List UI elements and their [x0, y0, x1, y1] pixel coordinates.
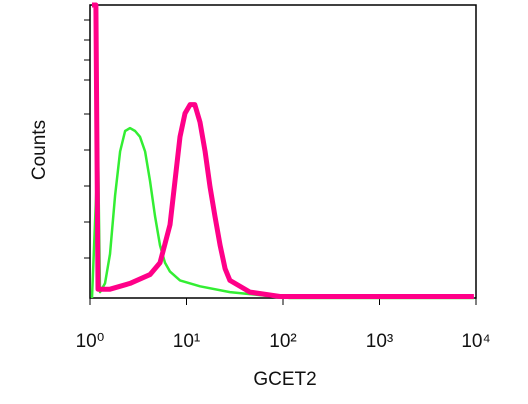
plot-frame	[89, 4, 477, 299]
histogram-line	[92, 2, 474, 299]
x-tick-label: 10³	[366, 331, 393, 352]
x-axis-label: GCET2	[253, 369, 316, 390]
x-tick-label: 10²	[269, 331, 296, 352]
x-tick-label: 10⁰	[76, 331, 105, 352]
x-tick-label: 10⁴	[461, 331, 490, 352]
y-axis-label: Counts	[29, 120, 50, 180]
histogram-line	[90, 126, 474, 300]
x-tick-label: 10¹	[173, 331, 200, 352]
y-minor-ticks	[84, 19, 90, 259]
